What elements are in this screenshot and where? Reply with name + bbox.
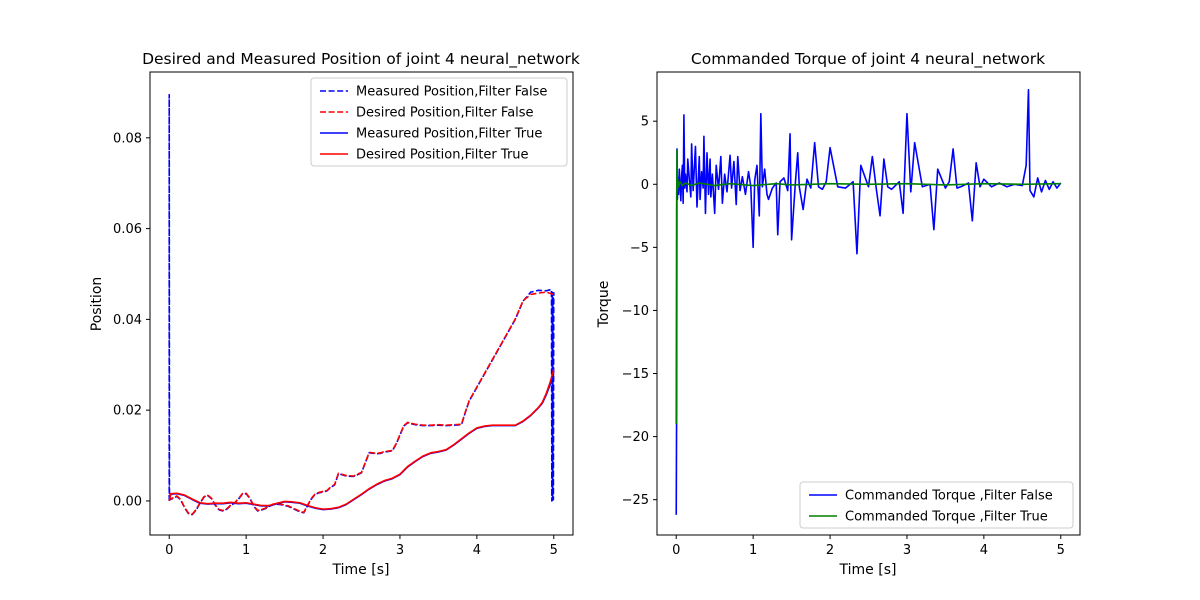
plot-area [675, 88, 1062, 515]
legend-label: Commanded Torque ,Filter False [845, 489, 1053, 504]
y-tick-label: 0 [641, 178, 649, 193]
y-tick-label: −25 [622, 493, 649, 508]
y-tick-label: −20 [622, 430, 649, 445]
y-tick-label: −15 [622, 367, 649, 382]
legend-label: Desired Position,Filter True [356, 148, 529, 163]
y-tick-label: 0.08 [113, 131, 142, 146]
legend-label: Measured Position,Filter False [356, 85, 547, 100]
x-tick-label: 2 [826, 543, 834, 558]
series-line [168, 369, 555, 510]
y-axis-label: Torque [596, 281, 612, 329]
y-tick-label: 0.04 [113, 313, 142, 328]
x-tick-label: 3 [903, 543, 911, 558]
legend-box [310, 77, 568, 167]
y-tick-label: 5 [641, 115, 649, 130]
axis-ticks: 0 1 2 3 4 5 0.00 0.02 0.04 0.06 0.08 [113, 131, 558, 558]
axes-frame [656, 71, 1081, 536]
y-tick-label: −10 [622, 304, 649, 319]
series-line [168, 373, 555, 511]
torque-chart: Commanded Torque of joint 4 neural_netwo… [596, 50, 1081, 578]
x-tick-label: 2 [319, 543, 327, 558]
y-tick-label: 0.06 [113, 222, 142, 237]
y-axis-label: Position [89, 277, 105, 332]
legend: Commanded Torque ,Filter False Commanded … [799, 481, 1074, 529]
x-tick-label: 3 [396, 543, 404, 558]
x-axis-label: Time [s] [332, 562, 390, 578]
series-line [675, 88, 1062, 515]
x-tick-label: 5 [1057, 543, 1065, 558]
legend: Measured Position,Filter False Desired Po… [310, 77, 568, 167]
legend-label: Measured Position,Filter True [356, 127, 542, 142]
y-tick-label: 0.02 [113, 404, 142, 419]
x-tick-label: 1 [242, 543, 250, 558]
plot-area [168, 93, 555, 516]
chart-title: Desired and Measured Position of joint 4… [142, 50, 580, 69]
axis-ticks: 0 1 2 3 4 5 −25 −20 −15 −10 −5 0 5 [622, 115, 1065, 558]
series-line [168, 291, 554, 515]
legend-label: Commanded Torque ,Filter True [845, 510, 1048, 525]
x-tick-label: 4 [473, 543, 481, 558]
legend-label: Desired Position,Filter False [356, 106, 534, 121]
x-tick-label: 0 [672, 543, 680, 558]
x-tick-label: 4 [980, 543, 988, 558]
y-tick-label: −5 [630, 241, 649, 256]
x-tick-label: 0 [165, 543, 173, 558]
position-chart: Desired and Measured Position of joint 4… [89, 50, 580, 578]
x-tick-label: 5 [550, 543, 558, 558]
axes-frame [149, 71, 574, 536]
x-axis-label: Time [s] [839, 562, 897, 578]
chart-title: Commanded Torque of joint 4 neural_netwo… [691, 50, 1045, 69]
y-tick-label: 0.00 [113, 494, 142, 509]
legend-box [799, 481, 1074, 529]
series-line [675, 149, 1061, 424]
x-tick-label: 1 [749, 543, 757, 558]
